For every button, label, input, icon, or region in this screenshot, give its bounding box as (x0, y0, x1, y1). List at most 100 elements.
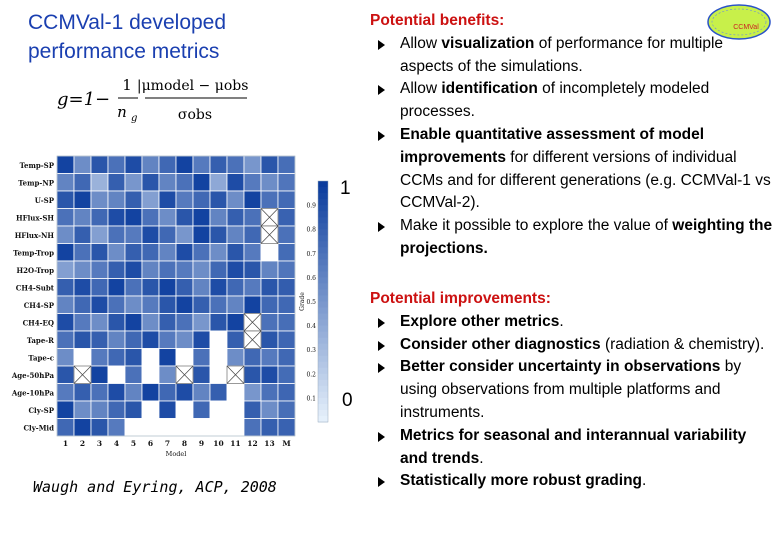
heatmap-row-label: Temp-NP (18, 178, 54, 187)
colorbar-tick-label: 0.5 (306, 299, 316, 306)
missing-cross-line (260, 225, 279, 244)
heatmap-cell (73, 383, 92, 402)
formula-frac-den-sub: g (131, 113, 137, 124)
heatmap-cell (175, 173, 194, 192)
heatmap-cell (226, 418, 245, 437)
heatmap-cell (209, 400, 228, 419)
heatmap-cell (243, 225, 262, 244)
colorbar-tick-label: 0.6 (306, 275, 316, 282)
scale-top-label: 1 (340, 178, 351, 199)
benefits-text: for different versions of individual CCM… (400, 148, 771, 212)
heatmap-cell (73, 260, 92, 279)
heatmap-row-label: CH4-Subt (16, 283, 55, 292)
heatmap-cell (141, 313, 160, 332)
colorbar-segment (318, 295, 328, 303)
heatmap-cell (158, 190, 177, 209)
colorbar-segment (318, 181, 328, 188)
missing-cross-line (260, 208, 279, 227)
heatmap-cell (192, 383, 211, 402)
heatmap-cell (141, 295, 160, 314)
heatmap-cell (260, 348, 279, 367)
heatmap-cell (192, 173, 211, 192)
benefits-item: Enable quantitative assessment of model … (370, 124, 775, 215)
heatmap-cell (192, 155, 211, 174)
heatmap-cell (107, 190, 126, 209)
heatmap-cell (124, 313, 143, 332)
colorbar-segment (318, 379, 328, 387)
improvements-text: Better consider uncertainty in observati… (400, 358, 721, 376)
heatmap-cell (226, 278, 245, 297)
heatmap-row-label: Cly-SP (28, 406, 54, 415)
heatmap-cell (226, 190, 245, 209)
heatmap-cell (192, 313, 211, 332)
heatmap-cell (107, 208, 126, 227)
heatmap-cell (90, 330, 109, 349)
improvements-text: Statistically more robust grading (400, 472, 643, 490)
bullet-triangle-icon (378, 477, 385, 488)
heatmap-row-label: HFlux-SH (16, 213, 54, 222)
heatmap-cell (277, 400, 296, 419)
heatmap-cell (141, 330, 160, 349)
scale-bottom-label: 0 (342, 390, 353, 411)
benefits-heading: Potential benefits: (370, 12, 505, 29)
heatmap-cell (243, 173, 262, 192)
heatmap-cell (124, 260, 143, 279)
heatmap-row-label: Cly-Mid (23, 423, 54, 432)
heatmap-cell (73, 418, 92, 437)
heatmap-cell (73, 208, 92, 227)
heatmap-cell (107, 173, 126, 192)
heatmap-cell (209, 330, 228, 349)
colorbar-tick-label: 0.3 (306, 347, 316, 354)
missing-cross-line (226, 365, 245, 384)
improvements-text: . (559, 312, 564, 330)
heatmap-cell (226, 260, 245, 279)
heatmap-cell (175, 313, 194, 332)
heatmap-cell (73, 313, 92, 332)
heatmap-cell (141, 348, 160, 367)
colorbar-tick-label: 0.9 (306, 203, 316, 210)
heatmap-cell (209, 225, 228, 244)
heatmap-cell (226, 208, 245, 227)
colorbar-segment (318, 313, 328, 321)
benefits-section: Potential benefits: Allow visualization … (370, 10, 775, 261)
heatmap-cell (73, 295, 92, 314)
heatmap-cell (192, 295, 211, 314)
heatmap-cell (56, 155, 75, 174)
heatmap-cell (158, 400, 177, 419)
heatmap-cell (226, 155, 245, 174)
heatmap-cell (175, 225, 194, 244)
improvements-item: Explore other metrics. (370, 311, 775, 334)
benefits-text: visualization (441, 34, 535, 52)
colorbar-tick-label: 0.2 (306, 371, 316, 378)
heatmap-cell (73, 400, 92, 419)
colorbar-label: Grade (299, 292, 306, 311)
heatmap-cell (243, 383, 262, 402)
improvements-text: Metrics for seasonal and interannual var… (400, 426, 747, 467)
formula-frac-num: 1 (122, 76, 132, 94)
heatmap-cell (175, 383, 194, 402)
heatmap-cell (260, 173, 279, 192)
colorbar-segment (318, 385, 328, 393)
heatmap-cell (243, 365, 262, 384)
heatmap-cell (209, 418, 228, 437)
benefits-item: Allow identification of incompletely mod… (370, 78, 775, 124)
improvements-item: Statistically more robust grading. (370, 470, 775, 493)
colorbar-tick-label: 0.7 (306, 251, 316, 258)
heatmap-cell (158, 383, 177, 402)
missing-cross-line (175, 365, 194, 384)
heatmap-row-label: Temp-Trop (13, 248, 54, 257)
colorbar-segment (318, 247, 328, 254)
bullet-triangle-icon (378, 317, 385, 328)
heatmap-cell (124, 190, 143, 209)
heatmap-cell (107, 330, 126, 349)
bullet-triangle-icon (378, 431, 385, 442)
logo-ellipse (707, 4, 771, 40)
heatmap-col-label: 12 (247, 439, 257, 448)
heatmap-cell (56, 243, 75, 262)
colorbar-segment (318, 211, 328, 218)
heatmap-cell (56, 278, 75, 297)
heatmap-cell (107, 348, 126, 367)
heatmap-cell (107, 400, 126, 419)
heatmap-cell (56, 365, 75, 384)
bullet-triangle-icon (378, 222, 385, 233)
